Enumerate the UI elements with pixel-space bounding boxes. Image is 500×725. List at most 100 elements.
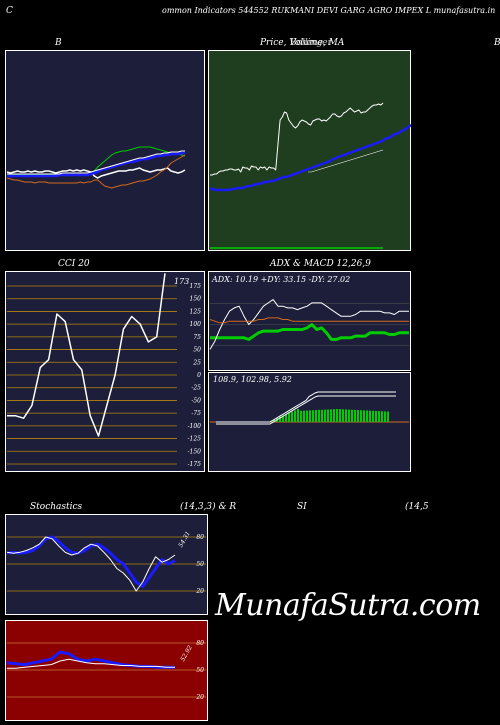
macd-histogram-bar	[354, 409, 356, 422]
cci-tick-label-8: -25	[191, 385, 201, 392]
macd-histogram-bar	[291, 411, 293, 422]
bollinger-series-4	[7, 150, 185, 175]
price-line	[210, 102, 384, 176]
macd-histogram-bar	[360, 410, 362, 422]
price-volume-ma-label: Price, Volume, MA	[260, 38, 345, 48]
stoch-tick-label-0: 80	[196, 534, 204, 541]
stoch-d-line	[6, 536, 176, 592]
stochastics-panel: 80 50 20	[5, 514, 208, 615]
macd-histogram-bar	[381, 411, 383, 422]
right-edge-label: B	[494, 38, 500, 48]
macd-values-label: 108.9, 102.98, 5.92	[213, 375, 292, 384]
macd-histogram-bar	[357, 410, 359, 422]
cci-label: CCI 20	[58, 259, 90, 269]
cci-tick-label-4: 75	[193, 334, 201, 341]
macd-histogram-bar	[288, 412, 290, 422]
rsi-tick-label-2: 20	[195, 694, 204, 701]
bollinger-series-3	[7, 151, 185, 178]
macd-histogram-bar	[384, 411, 386, 422]
macd-histogram-bar	[375, 410, 377, 422]
cci-line	[7, 273, 166, 437]
cci-tick-label-2: 125	[190, 308, 202, 315]
cci-tick-label-10: -75	[191, 410, 201, 417]
macd-histogram-bar	[369, 410, 371, 422]
rsi-signal-line	[7, 658, 175, 669]
stoch-tick-label-1: 50	[196, 561, 204, 568]
macd-histogram-bar	[312, 410, 314, 422]
macd-line	[216, 391, 396, 423]
stochastics-params: (14,3,3) & R	[180, 502, 237, 512]
macd-histogram-bar	[294, 410, 296, 422]
cci-panel: 175 150 125 100 75 50 25 0 -25 -50 -75 -100 -125 -150…	[5, 271, 205, 472]
price-label-overlap: Bollinger	[290, 38, 332, 48]
price-ma-line	[210, 124, 411, 192]
macd-histogram-bar	[336, 409, 338, 422]
macd-histogram-bar	[300, 410, 302, 422]
adx-macd-label: ADX & MACD 12,26,9	[270, 259, 371, 269]
rsi-label: SI	[297, 502, 307, 512]
bollinger-label: B	[55, 38, 62, 48]
macd-panel	[208, 372, 411, 472]
stochastics-panel-background	[5, 514, 208, 615]
macd-histogram-bar	[321, 409, 323, 422]
cci-tick-label-0: 175	[190, 283, 202, 290]
cci-tick-label-6: 25	[192, 359, 201, 366]
cci-tick-label-3: 100	[190, 321, 202, 328]
cci-tick-label-5: 50	[193, 347, 201, 354]
macd-histogram-bar	[348, 409, 350, 422]
stoch-k-line	[6, 535, 176, 588]
cci-last-value-label: 173	[174, 277, 190, 286]
macd-histogram-bar	[324, 409, 326, 422]
price-panel-background	[208, 50, 411, 251]
bollinger-panel-background	[5, 50, 205, 251]
price-trend-line	[308, 149, 384, 173]
watermark: MunafaSutra.com	[215, 588, 481, 623]
stochastics-label: Stochastics	[30, 502, 83, 512]
adx-values-label: ADX: 10.19 +DY: 33.15 -DY: 27.02	[212, 275, 351, 284]
cci-tick-label-14: -175	[188, 461, 202, 468]
stoch-tick-label-2: 20	[195, 588, 204, 595]
macd-histogram-bar	[378, 411, 380, 422]
cci-tick-label-9: -50	[191, 397, 201, 404]
macd-histogram-bar	[318, 409, 320, 422]
macd-histogram-bar	[351, 409, 353, 422]
macd-histogram-bar	[330, 409, 332, 422]
adx-panel	[208, 271, 411, 371]
adx-series-1	[209, 299, 409, 350]
header-left-char: C	[6, 6, 13, 16]
cci-tick-label-7: 0	[197, 372, 201, 379]
bollinger-series-0	[6, 167, 186, 179]
macd-histogram-bar	[345, 409, 347, 422]
rsi-panel-background	[5, 620, 208, 721]
adx-series-0	[210, 323, 409, 341]
macd-histogram-bar	[309, 410, 311, 422]
adx-series-2	[209, 317, 409, 324]
macd-histogram-bar	[297, 409, 299, 422]
macd-histogram-bar	[339, 409, 341, 422]
macd-histogram-bar	[306, 410, 308, 422]
macd-histogram-bar	[282, 415, 284, 422]
macd-histogram-bar	[366, 410, 368, 422]
macd-histogram-bar	[387, 411, 389, 422]
header-title: ommon Indicators 544552 RUKMANI DEVI GAR…	[162, 6, 496, 15]
bollinger-series-2	[6, 154, 186, 189]
macd-histogram-bar	[363, 410, 365, 422]
macd-histogram-bar	[372, 410, 374, 422]
macd-histogram-bar	[285, 414, 287, 422]
macd-histogram-bar	[273, 419, 275, 422]
cci-tick-label-13: -150	[188, 448, 202, 455]
cci-panel-background	[5, 271, 205, 472]
macd-histogram-bar	[327, 409, 329, 422]
price-volume-ma-panel	[208, 50, 411, 251]
bollinger-panel	[5, 50, 205, 251]
cci-tick-label-12: -125	[188, 436, 202, 443]
cci-tick-label-11: -100	[188, 423, 202, 430]
rsi-params: (14,5	[405, 502, 429, 512]
macd-signal-line	[216, 395, 396, 425]
macd-histogram-bar	[279, 416, 281, 422]
macd-histogram-bar	[333, 409, 335, 422]
rsi-tick-label-1: 50	[196, 667, 204, 674]
rsi-panel: 80 50 20	[5, 620, 208, 721]
rsi-tick-label-0: 80	[196, 640, 204, 647]
cci-tick-label-1: 150	[190, 296, 202, 303]
